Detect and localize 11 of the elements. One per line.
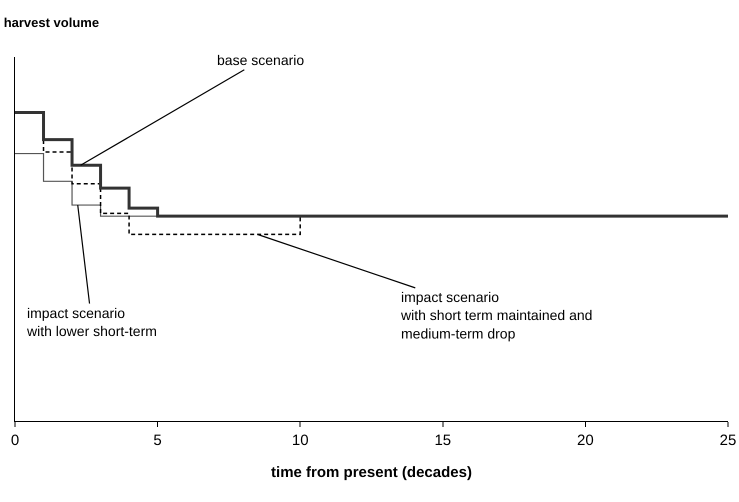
annotation: base scenario bbox=[217, 52, 304, 68]
x-tick-label: 25 bbox=[720, 432, 736, 449]
annotation: impact scenario with short term maintained and medium-term drop bbox=[400, 289, 592, 342]
chart-title: harvest volume bbox=[4, 15, 100, 30]
x-tick-label: 5 bbox=[153, 432, 162, 449]
x-axis-title: time from present (decades) bbox=[271, 464, 472, 481]
annotation: impact scenario with lower short-term bbox=[26, 305, 157, 340]
x-tick-label: 15 bbox=[434, 432, 452, 449]
x-tick-label: 10 bbox=[292, 432, 309, 449]
x-tick-label: 0 bbox=[10, 432, 20, 449]
x-tick-label: 20 bbox=[577, 432, 594, 449]
